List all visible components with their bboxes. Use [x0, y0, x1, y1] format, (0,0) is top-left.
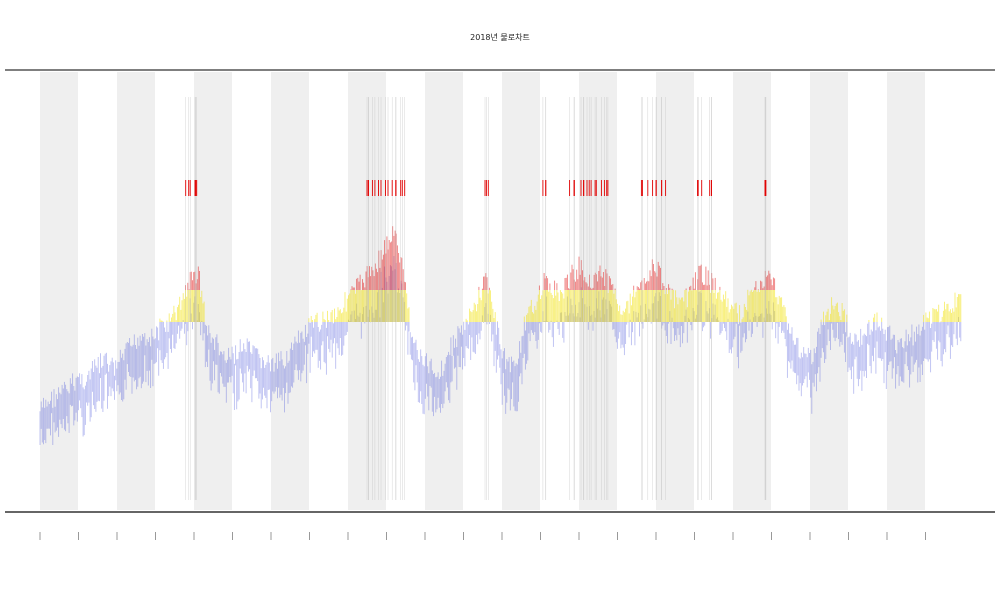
shaded-column [194, 72, 232, 510]
event-lines [185, 97, 767, 500]
shaded-column [810, 72, 848, 510]
shaded-column [656, 72, 694, 510]
shaded-column [425, 72, 463, 510]
shaded-column [271, 72, 309, 510]
shaded-column [502, 72, 540, 510]
shaded-column [733, 72, 771, 510]
shaded-column [40, 72, 78, 510]
chart-title: 2018년 물로차트 [470, 32, 530, 42]
x-axis-ticks [39, 532, 926, 540]
shaded-column [887, 72, 925, 510]
shaded-column [117, 72, 155, 510]
